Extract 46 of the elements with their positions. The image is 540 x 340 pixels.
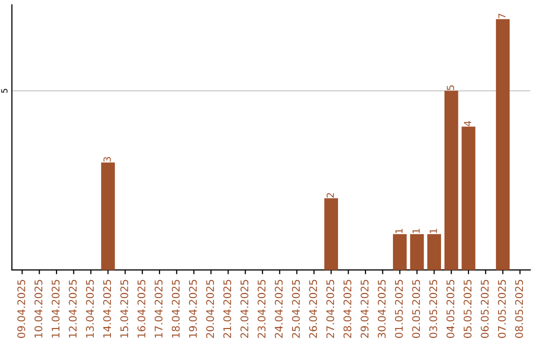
x-tick-label: 23.04.2025 [258, 280, 266, 338]
x-tick-label: 24.04.2025 [274, 280, 283, 338]
data-label: 1 [412, 228, 420, 234]
x-tick-label: 18.04.2025 [172, 280, 180, 338]
data-label: 3 [103, 157, 111, 162]
x-tick-label: 14.04.2025 [103, 280, 112, 338]
x-tick-label: 11.04.2025 [52, 280, 60, 338]
bar [410, 234, 424, 270]
bar [427, 234, 442, 270]
data-label: 4 [464, 120, 472, 126]
data-label: 7 [498, 14, 506, 18]
data-label: 1 [395, 228, 403, 234]
x-tick-label: 03.05.2025 [429, 280, 438, 338]
x-tick-label: 13.04.2025 [86, 280, 94, 338]
x-tick-label: 20.04.2025 [206, 280, 214, 338]
x-tick-label: 01.05.2025 [394, 280, 403, 338]
x-tick-label: 28.04.2025 [343, 280, 352, 338]
x-tick-label: 30.04.2025 [378, 280, 386, 338]
x-tick-label: 09.04.2025 [17, 280, 26, 338]
x-tick-label: 15.04.2025 [120, 280, 128, 338]
data-label: 5 [446, 85, 454, 90]
x-tick-label: 07.05.2025 [498, 280, 506, 338]
bar [496, 19, 510, 270]
x-tick-label: 26.04.2025 [309, 280, 318, 338]
data-label: 1 [430, 228, 437, 234]
bar [444, 90, 458, 270]
x-tick-label: 04.05.2025 [446, 280, 454, 338]
x-tick-label: 27.04.2025 [326, 280, 334, 338]
x-tick-label: 25.04.2025 [292, 280, 300, 338]
x-tick-label: 10.04.2025 [34, 280, 42, 338]
x-tick-label: 16.04.2025 [137, 280, 146, 338]
bar [392, 234, 407, 270]
x-tick-label: 21.04.2025 [223, 280, 232, 338]
x-tick-label: 08.05.2025 [515, 280, 524, 338]
x-tick-label: 17.04.2025 [154, 280, 163, 338]
x-tick-label: 05.05.2025 [464, 280, 472, 338]
x-tick-label: 12.04.2025 [68, 280, 77, 338]
bar [101, 162, 115, 270]
x-tick-label: 29.04.2025 [360, 280, 369, 338]
bar [462, 126, 476, 270]
x-tick-label: 22.04.2025 [240, 280, 248, 338]
x-tick-label: 02.05.2025 [412, 280, 420, 338]
bar [324, 198, 338, 270]
x-tick-label: 06.05.2025 [480, 280, 489, 338]
x-tick-label: 19.04.2025 [188, 280, 197, 338]
data-label: 2 [326, 193, 334, 198]
